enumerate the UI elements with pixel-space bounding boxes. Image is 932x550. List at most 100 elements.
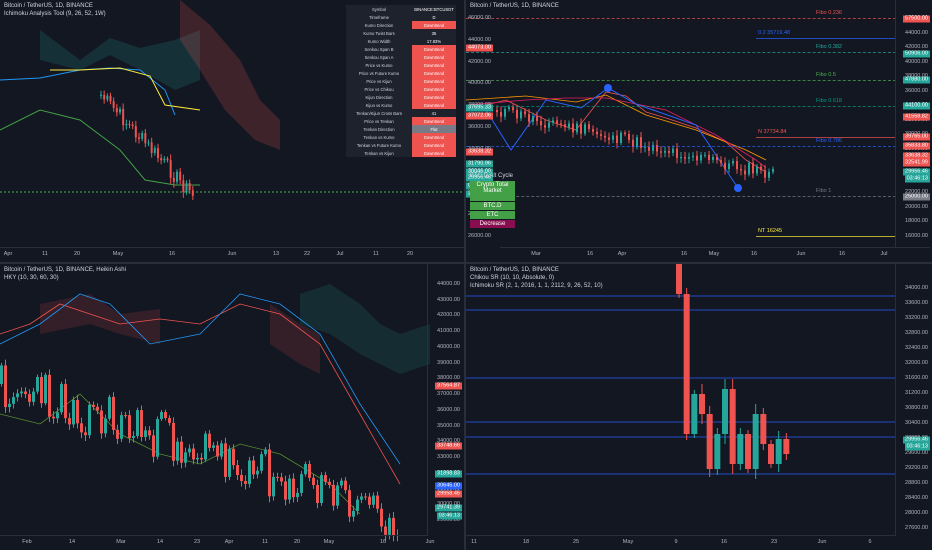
x-tick: Jun: [796, 251, 806, 257]
candle: [520, 111, 522, 119]
candle: [699, 394, 705, 414]
price-tag: 41558.82: [903, 113, 930, 121]
sr-chart: [466, 264, 896, 479]
y-tick: 46000.00: [468, 15, 491, 21]
y-tick: 18000.00: [905, 218, 928, 225]
candle: [122, 108, 125, 126]
candle: [204, 433, 207, 460]
candle: [240, 474, 243, 482]
fib-line[interactable]: [466, 146, 896, 147]
candle: [720, 160, 722, 163]
price-tag: 03:46:13: [904, 443, 930, 451]
fib-line[interactable]: [756, 38, 896, 39]
candle: [252, 460, 255, 475]
candle: [112, 101, 115, 108]
candle: [68, 418, 71, 425]
candle: [284, 481, 287, 500]
candle: [272, 476, 275, 497]
table-row: Tenkan vs Kumo Downtrend: [346, 133, 456, 141]
candle: [48, 374, 51, 417]
chart-pane-bottom-left[interactable]: Bitcoin / TetherUS, 1D, BINANCE, Heikin …: [0, 264, 464, 550]
x-axis-tl[interactable]: Apr 11 20 May 16 Jun 13 22 Jul 11 20: [0, 247, 464, 262]
y-tick: 39000.00: [437, 359, 460, 366]
horizontal-divider[interactable]: [0, 262, 932, 264]
table-row: Kumo Width 17.83%: [346, 37, 456, 45]
row-value: Downtrend: [412, 141, 456, 149]
candle: [220, 443, 223, 457]
table-row: Tenkan vs Future Kumo Downtrend: [346, 141, 456, 149]
candle: [392, 517, 395, 536]
chart-pane-bottom-right[interactable]: Bitcoin / TetherUS, 1D, BINANCE Chikou S…: [466, 264, 932, 550]
candle: [160, 412, 163, 420]
row-key: Kumo Width: [346, 37, 412, 45]
y-tick: 28400.00: [905, 495, 928, 501]
candle: [168, 417, 171, 423]
x-axis-tr[interactable]: Mar 16 Apr 16 May 16 Jun 16 Jul: [500, 247, 930, 262]
fib-line[interactable]: [466, 18, 896, 19]
candle: [20, 391, 23, 394]
y-axis-tr[interactable]: 46000.0044000.0042000.0040000.0038000.00…: [895, 0, 932, 248]
price-tag: 50906.00: [903, 50, 930, 58]
x-tick: 16: [586, 251, 594, 257]
x-axis-br[interactable]: 11 18 25 May 9 16 23 Jun 6: [466, 535, 896, 550]
price-tag: 37564.87: [435, 382, 462, 390]
y-tick: 35000.00: [437, 422, 460, 429]
candle: [182, 180, 185, 192]
candle: [384, 526, 387, 535]
fib-line[interactable]: [466, 80, 896, 81]
candle: [304, 463, 307, 475]
x-tick: Jun: [227, 251, 237, 257]
fib-line[interactable]: [756, 137, 896, 138]
candle: [616, 135, 618, 143]
candle: [200, 457, 203, 460]
price-tag: 33638.32: [466, 148, 493, 156]
candle: [308, 463, 311, 478]
candle: [156, 419, 159, 457]
candle: [28, 394, 31, 402]
candle: [620, 132, 622, 143]
row-key: Price vs Future Kumo: [346, 69, 412, 77]
candle: [560, 123, 562, 125]
candle: [516, 109, 518, 119]
candle: [328, 481, 331, 485]
candle: [24, 391, 27, 395]
chart-pane-top-right[interactable]: Bitcoin / TetherUS, 1D, BINANCE Fibo 0.2…: [466, 0, 932, 262]
y-tick: 26000.00: [468, 233, 491, 239]
candle: [320, 475, 323, 503]
x-axis-bl[interactable]: Feb 14 Mar 14 23 Apr 11 20 May 16 Jun: [0, 535, 434, 550]
x-tick: 11: [471, 539, 477, 545]
candle: [540, 121, 542, 126]
price-tag: 39765.00: [903, 133, 930, 141]
candle: [100, 94, 102, 96]
candle: [84, 432, 87, 436]
x-tick: Apr: [224, 539, 234, 545]
vertical-divider[interactable]: [464, 0, 466, 550]
fib-line[interactable]: [466, 52, 896, 53]
fib-line[interactable]: [466, 106, 896, 107]
candle: [716, 156, 718, 161]
candle: [504, 109, 506, 117]
candle: [125, 124, 128, 126]
candle: [348, 490, 351, 517]
row-key: Timeframe: [346, 13, 412, 21]
y-tick: 44000.00: [468, 36, 491, 43]
price-tag: 25000.00: [903, 193, 930, 201]
fib-line[interactable]: [466, 196, 896, 197]
candle: [157, 148, 159, 159]
y-axis-br[interactable]: 34000.00 33600.00 33200.00 32800.00 32400.00…: [895, 264, 932, 536]
candle: [640, 137, 642, 148]
y-tick: 27600.00: [905, 525, 928, 531]
row-value: Downtrend: [412, 53, 456, 61]
candle: [124, 415, 127, 417]
candle: [56, 412, 59, 419]
candle: [191, 190, 194, 196]
row-value: Downtrend: [412, 101, 456, 109]
price-tag: 47880.00: [903, 76, 930, 84]
candle: [352, 510, 355, 517]
cycle-item: ETC: [470, 211, 515, 219]
row-value: 41: [412, 109, 456, 117]
fib-line[interactable]: [756, 236, 896, 237]
candle: [756, 166, 758, 174]
candle: [106, 95, 109, 100]
y-axis-bl[interactable]: 44000.00 43000.00 42000.00 41000.00 40000.00…: [427, 264, 464, 536]
